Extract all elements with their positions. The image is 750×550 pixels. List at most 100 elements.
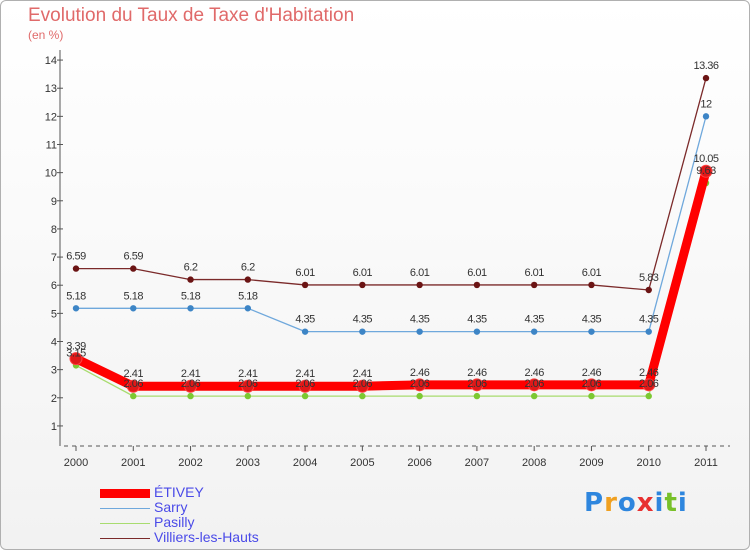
logo-letter: P: [584, 488, 605, 518]
y-tick-label-10: 10: [45, 168, 57, 180]
data-label-tivey-2007: 2.46: [467, 367, 487, 379]
legend-label-villiers-les-hauts: Villiers-les-Hauts: [154, 529, 259, 545]
data-label-villiers-les-hauts-2007: 6.01: [467, 267, 487, 279]
point-pasilly-2002: [187, 392, 194, 400]
point-tivey-2001: [126, 379, 140, 393]
logo-letter: i: [677, 488, 688, 518]
data-label-sarry-2001: 5.18: [124, 290, 144, 302]
data-label-sarry-2002: 5.18: [181, 290, 201, 302]
x-tick-label-2006: 2006: [407, 457, 431, 469]
point-tivey-2003: [241, 379, 255, 393]
y-tick-label-2: 2: [51, 393, 57, 405]
data-label-tivey-2011: 10.05: [693, 153, 718, 165]
data-label-villiers-les-hauts-2002: 6.2: [184, 262, 198, 274]
logo-letter: r: [604, 488, 618, 518]
point-pasilly-2005: [359, 392, 366, 400]
proxiti-logo: Proxiti: [584, 488, 688, 518]
y-tick-label-1: 1: [51, 421, 57, 433]
data-label-pasilly-2009: 2.06: [582, 378, 602, 390]
data-label-tivey-2004: 2.41: [295, 368, 315, 380]
data-label-pasilly-2003: 2.06: [238, 378, 258, 390]
point-tivey-2000: [69, 352, 83, 366]
x-tick-label-2003: 2003: [236, 457, 260, 469]
logo-letter: x: [636, 488, 655, 518]
x-tick-label-2000: 2000: [64, 457, 88, 469]
point-sarry-2002: [187, 305, 194, 312]
data-label-villiers-les-hauts-2008: 6.01: [524, 267, 544, 279]
data-label-tivey-2002: 2.41: [181, 368, 201, 380]
x-tick-label-2001: 2001: [121, 457, 145, 469]
x-tick-label-2005: 2005: [350, 457, 374, 469]
point-sarry-2006: [416, 328, 423, 335]
data-label-pasilly-2010: 2.06: [639, 378, 659, 390]
point-sarry-2009: [588, 328, 595, 335]
point-villiers-les-hauts-2008: [530, 281, 538, 289]
point-tivey-2011: [699, 164, 713, 178]
legend-swatch-sarry: [100, 508, 150, 509]
data-label-sarry-2005: 4.35: [353, 314, 373, 326]
y-tick-label-13: 13: [45, 83, 57, 95]
series-line-villiers-les-hauts: [75, 77, 707, 291]
data-label-pasilly-2000: 3.15: [66, 347, 86, 359]
data-label-pasilly-2007: 2.06: [467, 378, 487, 390]
data-label-sarry-2010: 4.35: [639, 314, 659, 326]
x-tick-label-2004: 2004: [293, 457, 317, 469]
y-tick-label-5: 5: [51, 308, 57, 320]
point-villiers-les-hauts-2002: [187, 276, 194, 283]
data-label-sarry-2006: 4.35: [410, 314, 430, 326]
x-tick-label-2007: 2007: [465, 457, 489, 469]
data-label-villiers-les-hauts-2009: 6.01: [582, 267, 602, 279]
y-tick-label-11: 11: [46, 140, 57, 152]
data-label-pasilly-2004: 2.06: [295, 378, 315, 390]
data-label-pasilly-2002: 2.06: [181, 378, 201, 390]
data-label-tivey-2001: 2.41: [124, 368, 144, 380]
point-villiers-les-hauts-2007: [473, 281, 481, 289]
data-label-villiers-les-hauts-2011: 13.36: [693, 60, 718, 72]
data-label-sarry-2007: 4.35: [467, 314, 487, 326]
point-sarry-2010: [645, 328, 652, 335]
point-villiers-les-hauts-2000: [72, 265, 80, 272]
y-tick-label-4: 4: [51, 337, 57, 349]
point-pasilly-2006: [416, 392, 423, 400]
data-label-sarry-2003: 5.18: [238, 290, 258, 302]
data-label-villiers-les-hauts-2001: 6.59: [124, 251, 144, 263]
series-line-sarry: [75, 115, 707, 333]
point-pasilly-2001: [130, 392, 137, 400]
point-villiers-les-hauts-2001: [130, 265, 137, 272]
point-pasilly-2008: [530, 392, 538, 400]
point-pasilly-2009: [588, 392, 595, 400]
data-label-tivey-2010: 2.46: [639, 367, 659, 379]
point-tivey-2006: [413, 378, 427, 392]
x-tick-label-2008: 2008: [522, 457, 546, 469]
point-tivey-2004: [298, 379, 312, 393]
data-label-villiers-les-hauts-2010: 5.83: [639, 272, 659, 284]
y-tick-label-14: 14: [45, 55, 57, 67]
point-villiers-les-hauts-2009: [588, 281, 595, 289]
chart-title: Evolution du Taux de Taxe d'Habitation: [28, 5, 355, 26]
point-tivey-2005: [355, 379, 369, 393]
data-label-tivey-2003: 2.41: [238, 368, 258, 380]
point-sarry-2011: [702, 113, 710, 120]
data-label-pasilly-2011: 9.63: [696, 165, 716, 177]
data-label-pasilly-2005: 2.06: [353, 378, 373, 390]
y-tick-label-3: 3: [51, 365, 57, 377]
point-sarry-2003: [244, 305, 252, 312]
legend-swatch-etivey: [100, 489, 150, 498]
point-villiers-les-hauts-2010: [645, 286, 652, 294]
legend-swatch-villiers-les-hauts: [100, 538, 150, 539]
point-tivey-2007: [470, 378, 484, 392]
point-tivey-2002: [184, 379, 198, 393]
y-tick-label-7: 7: [51, 252, 57, 264]
series-line-tivey: [71, 166, 711, 391]
legend-label-sarry: Sarry: [154, 499, 188, 515]
data-label-pasilly-2001: 2.06: [124, 378, 144, 390]
series-line-pasilly: [75, 182, 707, 397]
point-sarry-2007: [473, 328, 481, 335]
logo-letter: o: [617, 488, 637, 518]
legend-label-etivey: ÉTIVEY: [154, 484, 204, 500]
data-label-pasilly-2006: 2.06: [410, 378, 430, 390]
data-label-sarry-2004: 4.35: [295, 314, 315, 326]
chart-subtitle: (en %): [28, 28, 64, 42]
point-pasilly-2007: [473, 392, 481, 400]
